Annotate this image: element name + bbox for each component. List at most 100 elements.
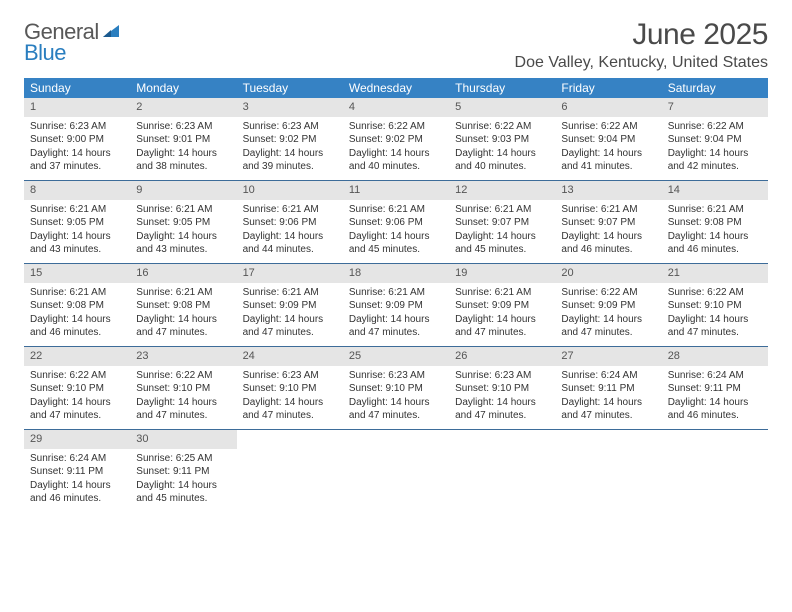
sunset-text: Sunset: 9:11 PM (30, 465, 124, 479)
daylight-text: Daylight: 14 hours and 44 minutes. (243, 230, 337, 257)
day-cell: 14Sunrise: 6:21 AMSunset: 9:08 PMDayligh… (662, 181, 768, 263)
day-number: 4 (343, 98, 449, 117)
week-row: 22Sunrise: 6:22 AMSunset: 9:10 PMDayligh… (24, 347, 768, 430)
day-cell: 29Sunrise: 6:24 AMSunset: 9:11 PMDayligh… (24, 430, 130, 512)
daylight-text: Daylight: 14 hours and 38 minutes. (136, 147, 230, 174)
day-cell: 12Sunrise: 6:21 AMSunset: 9:07 PMDayligh… (449, 181, 555, 263)
day-body: Sunrise: 6:22 AMSunset: 9:04 PMDaylight:… (555, 117, 661, 178)
sunrise-text: Sunrise: 6:21 AM (243, 203, 337, 217)
sunrise-text: Sunrise: 6:22 AM (561, 120, 655, 134)
sunset-text: Sunset: 9:09 PM (455, 299, 549, 313)
weekday-header: Wednesday (343, 78, 449, 98)
daylight-text: Daylight: 14 hours and 47 minutes. (349, 313, 443, 340)
sunrise-text: Sunrise: 6:21 AM (455, 286, 549, 300)
sunset-text: Sunset: 9:01 PM (136, 133, 230, 147)
day-number: 13 (555, 181, 661, 200)
daylight-text: Daylight: 14 hours and 46 minutes. (30, 479, 124, 506)
day-body: Sunrise: 6:23 AMSunset: 9:10 PMDaylight:… (343, 366, 449, 427)
day-body: Sunrise: 6:21 AMSunset: 9:08 PMDaylight:… (662, 200, 768, 261)
brand-line2: Blue (24, 40, 66, 65)
sunrise-text: Sunrise: 6:22 AM (30, 369, 124, 383)
day-cell: 4Sunrise: 6:22 AMSunset: 9:02 PMDaylight… (343, 98, 449, 180)
daylight-text: Daylight: 14 hours and 47 minutes. (561, 313, 655, 340)
day-body: Sunrise: 6:21 AMSunset: 9:09 PMDaylight:… (237, 283, 343, 344)
day-number: 1 (24, 98, 130, 117)
sunset-text: Sunset: 9:08 PM (668, 216, 762, 230)
day-number: 29 (24, 430, 130, 449)
day-body: Sunrise: 6:22 AMSunset: 9:02 PMDaylight:… (343, 117, 449, 178)
weekday-header: Monday (130, 78, 236, 98)
sunset-text: Sunset: 9:09 PM (243, 299, 337, 313)
sunset-text: Sunset: 9:07 PM (561, 216, 655, 230)
day-cell: 17Sunrise: 6:21 AMSunset: 9:09 PMDayligh… (237, 264, 343, 346)
daylight-text: Daylight: 14 hours and 46 minutes. (30, 313, 124, 340)
day-body: Sunrise: 6:21 AMSunset: 9:05 PMDaylight:… (24, 200, 130, 261)
sunset-text: Sunset: 9:08 PM (136, 299, 230, 313)
day-number: 7 (662, 98, 768, 117)
daylight-text: Daylight: 14 hours and 47 minutes. (561, 396, 655, 423)
day-number: 27 (555, 347, 661, 366)
day-number: 14 (662, 181, 768, 200)
day-cell: 5Sunrise: 6:22 AMSunset: 9:03 PMDaylight… (449, 98, 555, 180)
day-cell: 26Sunrise: 6:23 AMSunset: 9:10 PMDayligh… (449, 347, 555, 429)
empty-cell (662, 430, 768, 512)
day-number: 26 (449, 347, 555, 366)
sunrise-text: Sunrise: 6:21 AM (349, 203, 443, 217)
week-row: 29Sunrise: 6:24 AMSunset: 9:11 PMDayligh… (24, 430, 768, 512)
sunset-text: Sunset: 9:04 PM (668, 133, 762, 147)
day-cell: 25Sunrise: 6:23 AMSunset: 9:10 PMDayligh… (343, 347, 449, 429)
daylight-text: Daylight: 14 hours and 42 minutes. (668, 147, 762, 174)
sunrise-text: Sunrise: 6:24 AM (561, 369, 655, 383)
day-number: 20 (555, 264, 661, 283)
sunset-text: Sunset: 9:02 PM (349, 133, 443, 147)
sunrise-text: Sunrise: 6:23 AM (30, 120, 124, 134)
sunset-text: Sunset: 9:06 PM (349, 216, 443, 230)
week-row: 8Sunrise: 6:21 AMSunset: 9:05 PMDaylight… (24, 181, 768, 264)
daylight-text: Daylight: 14 hours and 45 minutes. (136, 479, 230, 506)
day-cell: 18Sunrise: 6:21 AMSunset: 9:09 PMDayligh… (343, 264, 449, 346)
sunrise-text: Sunrise: 6:23 AM (349, 369, 443, 383)
sail-icon (101, 22, 121, 43)
daylight-text: Daylight: 14 hours and 40 minutes. (349, 147, 443, 174)
day-body: Sunrise: 6:21 AMSunset: 9:06 PMDaylight:… (343, 200, 449, 261)
day-number: 5 (449, 98, 555, 117)
day-cell: 11Sunrise: 6:21 AMSunset: 9:06 PMDayligh… (343, 181, 449, 263)
daylight-text: Daylight: 14 hours and 40 minutes. (455, 147, 549, 174)
week-row: 1Sunrise: 6:23 AMSunset: 9:00 PMDaylight… (24, 98, 768, 181)
day-body: Sunrise: 6:21 AMSunset: 9:07 PMDaylight:… (555, 200, 661, 261)
sunset-text: Sunset: 9:06 PM (243, 216, 337, 230)
page-header: General Blue June 2025 Doe Valley, Kentu… (24, 18, 768, 72)
sunset-text: Sunset: 9:09 PM (349, 299, 443, 313)
sunset-text: Sunset: 9:05 PM (136, 216, 230, 230)
day-body: Sunrise: 6:21 AMSunset: 9:07 PMDaylight:… (449, 200, 555, 261)
day-cell: 19Sunrise: 6:21 AMSunset: 9:09 PMDayligh… (449, 264, 555, 346)
sunset-text: Sunset: 9:10 PM (243, 382, 337, 396)
day-number: 19 (449, 264, 555, 283)
sunset-text: Sunset: 9:11 PM (668, 382, 762, 396)
sunrise-text: Sunrise: 6:23 AM (136, 120, 230, 134)
daylight-text: Daylight: 14 hours and 37 minutes. (30, 147, 124, 174)
day-body: Sunrise: 6:21 AMSunset: 9:08 PMDaylight:… (130, 283, 236, 344)
day-cell: 6Sunrise: 6:22 AMSunset: 9:04 PMDaylight… (555, 98, 661, 180)
sunset-text: Sunset: 9:08 PM (30, 299, 124, 313)
sunrise-text: Sunrise: 6:24 AM (668, 369, 762, 383)
day-body: Sunrise: 6:24 AMSunset: 9:11 PMDaylight:… (555, 366, 661, 427)
sunrise-text: Sunrise: 6:22 AM (349, 120, 443, 134)
day-body: Sunrise: 6:23 AMSunset: 9:10 PMDaylight:… (449, 366, 555, 427)
day-body: Sunrise: 6:25 AMSunset: 9:11 PMDaylight:… (130, 449, 236, 510)
day-cell: 7 Sunrise: 6:22 AMSunset: 9:04 PMDaylight… (662, 98, 768, 180)
day-cell: 28Sunrise: 6:24 AMSunset: 9:11 PMDayligh… (662, 347, 768, 429)
sunrise-text: Sunrise: 6:23 AM (243, 369, 337, 383)
sunrise-text: Sunrise: 6:22 AM (668, 120, 762, 134)
weekday-header-row: SundayMondayTuesdayWednesdayThursdayFrid… (24, 78, 768, 98)
day-cell: 13Sunrise: 6:21 AMSunset: 9:07 PMDayligh… (555, 181, 661, 263)
sunrise-text: Sunrise: 6:22 AM (455, 120, 549, 134)
weekday-header: Tuesday (237, 78, 343, 98)
sunrise-text: Sunrise: 6:21 AM (30, 286, 124, 300)
sunset-text: Sunset: 9:10 PM (30, 382, 124, 396)
day-number: 22 (24, 347, 130, 366)
day-cell: 22Sunrise: 6:22 AMSunset: 9:10 PMDayligh… (24, 347, 130, 429)
daylight-text: Daylight: 14 hours and 41 minutes. (561, 147, 655, 174)
empty-cell (343, 430, 449, 512)
day-body: Sunrise: 6:23 AMSunset: 9:00 PMDaylight:… (24, 117, 130, 178)
